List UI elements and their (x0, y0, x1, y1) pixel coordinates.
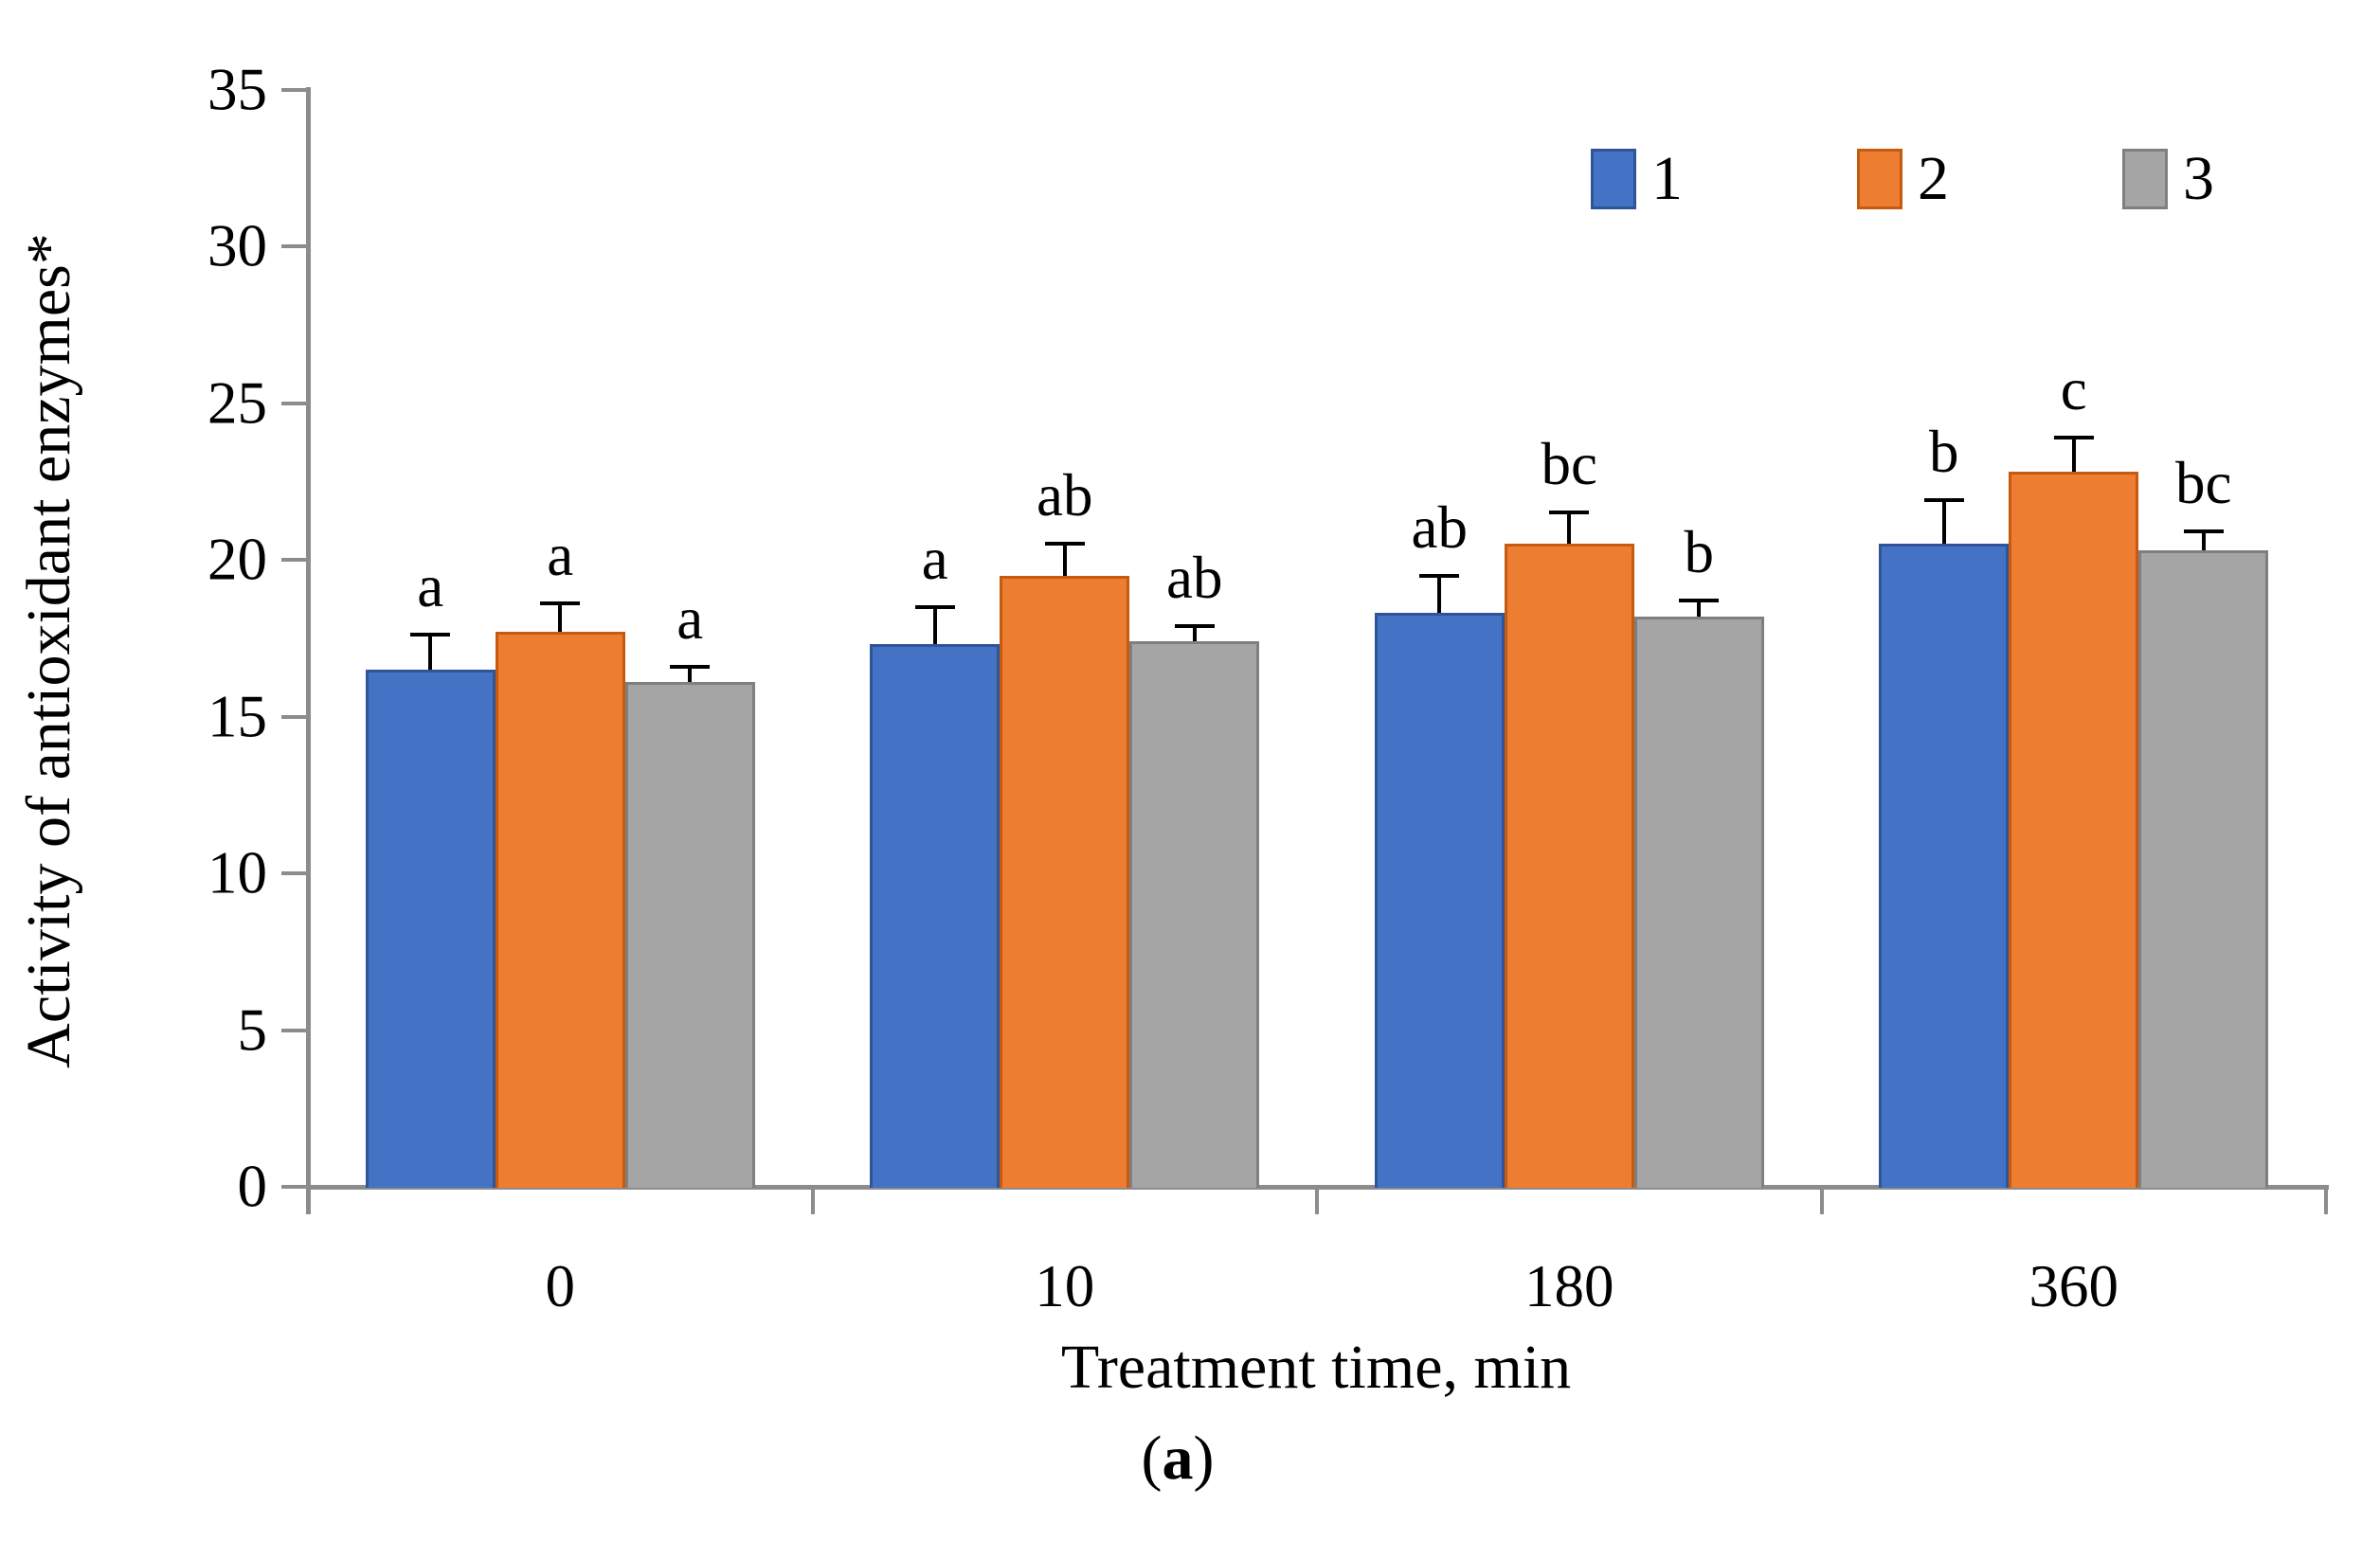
error-bar-cap (1549, 511, 1590, 515)
significance-letter: bc (1541, 431, 1597, 498)
y-axis-tick (280, 714, 306, 719)
bar-series-2-cat-360 (2009, 472, 2139, 1188)
legend-swatch-1 (1591, 149, 1636, 209)
x-category-label: 180 (1524, 1253, 1614, 1319)
error-bar-cap (2053, 435, 2094, 439)
x-axis-title: Treatment time, min (1060, 1333, 1572, 1402)
legend-label-1: 1 (1651, 144, 1683, 213)
x-axis-tick (306, 1187, 310, 1214)
legend-label-2: 2 (1918, 144, 1949, 213)
significance-letter: a (921, 525, 948, 592)
x-axis-tick (2324, 1187, 2328, 1214)
legend-swatch-2 (1857, 149, 1902, 209)
error-bar-line (688, 666, 693, 683)
significance-letter: b (1684, 519, 1715, 586)
bar-series-1-cat-10 (870, 644, 1001, 1188)
significance-letter: a (417, 553, 444, 620)
error-bar-line (2201, 531, 2206, 551)
significance-letter: ab (1166, 544, 1223, 611)
bar-series-3-cat-180 (1633, 616, 1764, 1188)
significance-letter: ab (1411, 493, 1468, 561)
error-bar-line (1567, 512, 1572, 545)
error-bar-line (1941, 500, 1946, 545)
y-tick-label: 20 (207, 526, 267, 593)
x-axis-tick (810, 1187, 815, 1214)
figure-caption: (a) (1142, 1423, 1215, 1495)
error-bar-line (932, 606, 937, 645)
bar-series-1-cat-360 (1879, 544, 2010, 1188)
bar-series-3-cat-360 (2138, 550, 2269, 1188)
error-bar-line (2071, 437, 2076, 473)
bar-series-3-cat-10 (1129, 641, 1260, 1188)
significance-letter: a (676, 584, 704, 652)
y-axis-tick (280, 871, 306, 875)
error-bar-line (1192, 625, 1197, 642)
y-tick-label: 0 (237, 1153, 268, 1220)
bar-series-3-cat-0 (624, 682, 755, 1188)
y-axis-line (305, 87, 311, 1214)
significance-letter: b (1929, 419, 1959, 486)
bar-series-2-cat-180 (1504, 544, 1634, 1188)
y-axis-tick (280, 1185, 306, 1189)
significance-letter: bc (2175, 450, 2232, 517)
y-axis-tick (280, 87, 306, 92)
error-bar-cap (1419, 573, 1460, 578)
y-tick-label: 25 (207, 369, 267, 436)
x-category-label: 10 (1035, 1253, 1095, 1319)
caption-close-paren: ) (1193, 1424, 1215, 1493)
y-tick-label: 35 (207, 56, 267, 122)
y-tick-label: 10 (207, 839, 267, 906)
error-bar-line (558, 603, 563, 633)
error-bar-cap (1679, 599, 1720, 603)
caption-open-paren: ( (1141, 1424, 1163, 1493)
bar-series-2-cat-10 (1000, 575, 1130, 1188)
x-category-label: 360 (2028, 1253, 2119, 1319)
x-axis-tick (1315, 1187, 1319, 1214)
caption-letter: a (1162, 1424, 1194, 1493)
error-bar-cap (914, 604, 955, 609)
significance-letter: a (547, 522, 574, 589)
error-bar-line (1697, 601, 1702, 617)
bar-series-1-cat-0 (365, 669, 496, 1188)
y-tick-label: 5 (237, 996, 268, 1063)
y-axis-tick (280, 244, 306, 248)
error-bar-line (428, 635, 433, 670)
error-bar-cap (1044, 542, 1085, 547)
significance-letter: c (2060, 355, 2087, 422)
x-axis-line (305, 1184, 2329, 1190)
bar-series-2-cat-0 (495, 632, 625, 1188)
error-bar-cap (410, 633, 451, 637)
error-bar-cap (540, 601, 581, 606)
y-tick-label: 15 (207, 683, 267, 749)
error-bar-cap (2183, 529, 2224, 534)
error-bar-line (1437, 575, 1442, 614)
y-axis-tick (280, 558, 306, 562)
bar-series-1-cat-180 (1374, 613, 1505, 1188)
legend-swatch-3 (2122, 149, 2168, 209)
error-bar-cap (670, 664, 711, 669)
y-tick-label: 30 (207, 212, 267, 279)
y-axis-tick (280, 1028, 306, 1032)
error-bar-line (1062, 544, 1067, 576)
error-bar-cap (1174, 623, 1215, 628)
x-category-label: 0 (545, 1253, 576, 1319)
error-bar-cap (1923, 498, 1964, 503)
legend-label-3: 3 (2183, 144, 2214, 213)
x-axis-tick (1819, 1187, 1824, 1214)
significance-letter: ab (1037, 462, 1093, 529)
y-axis-tick (280, 401, 306, 405)
